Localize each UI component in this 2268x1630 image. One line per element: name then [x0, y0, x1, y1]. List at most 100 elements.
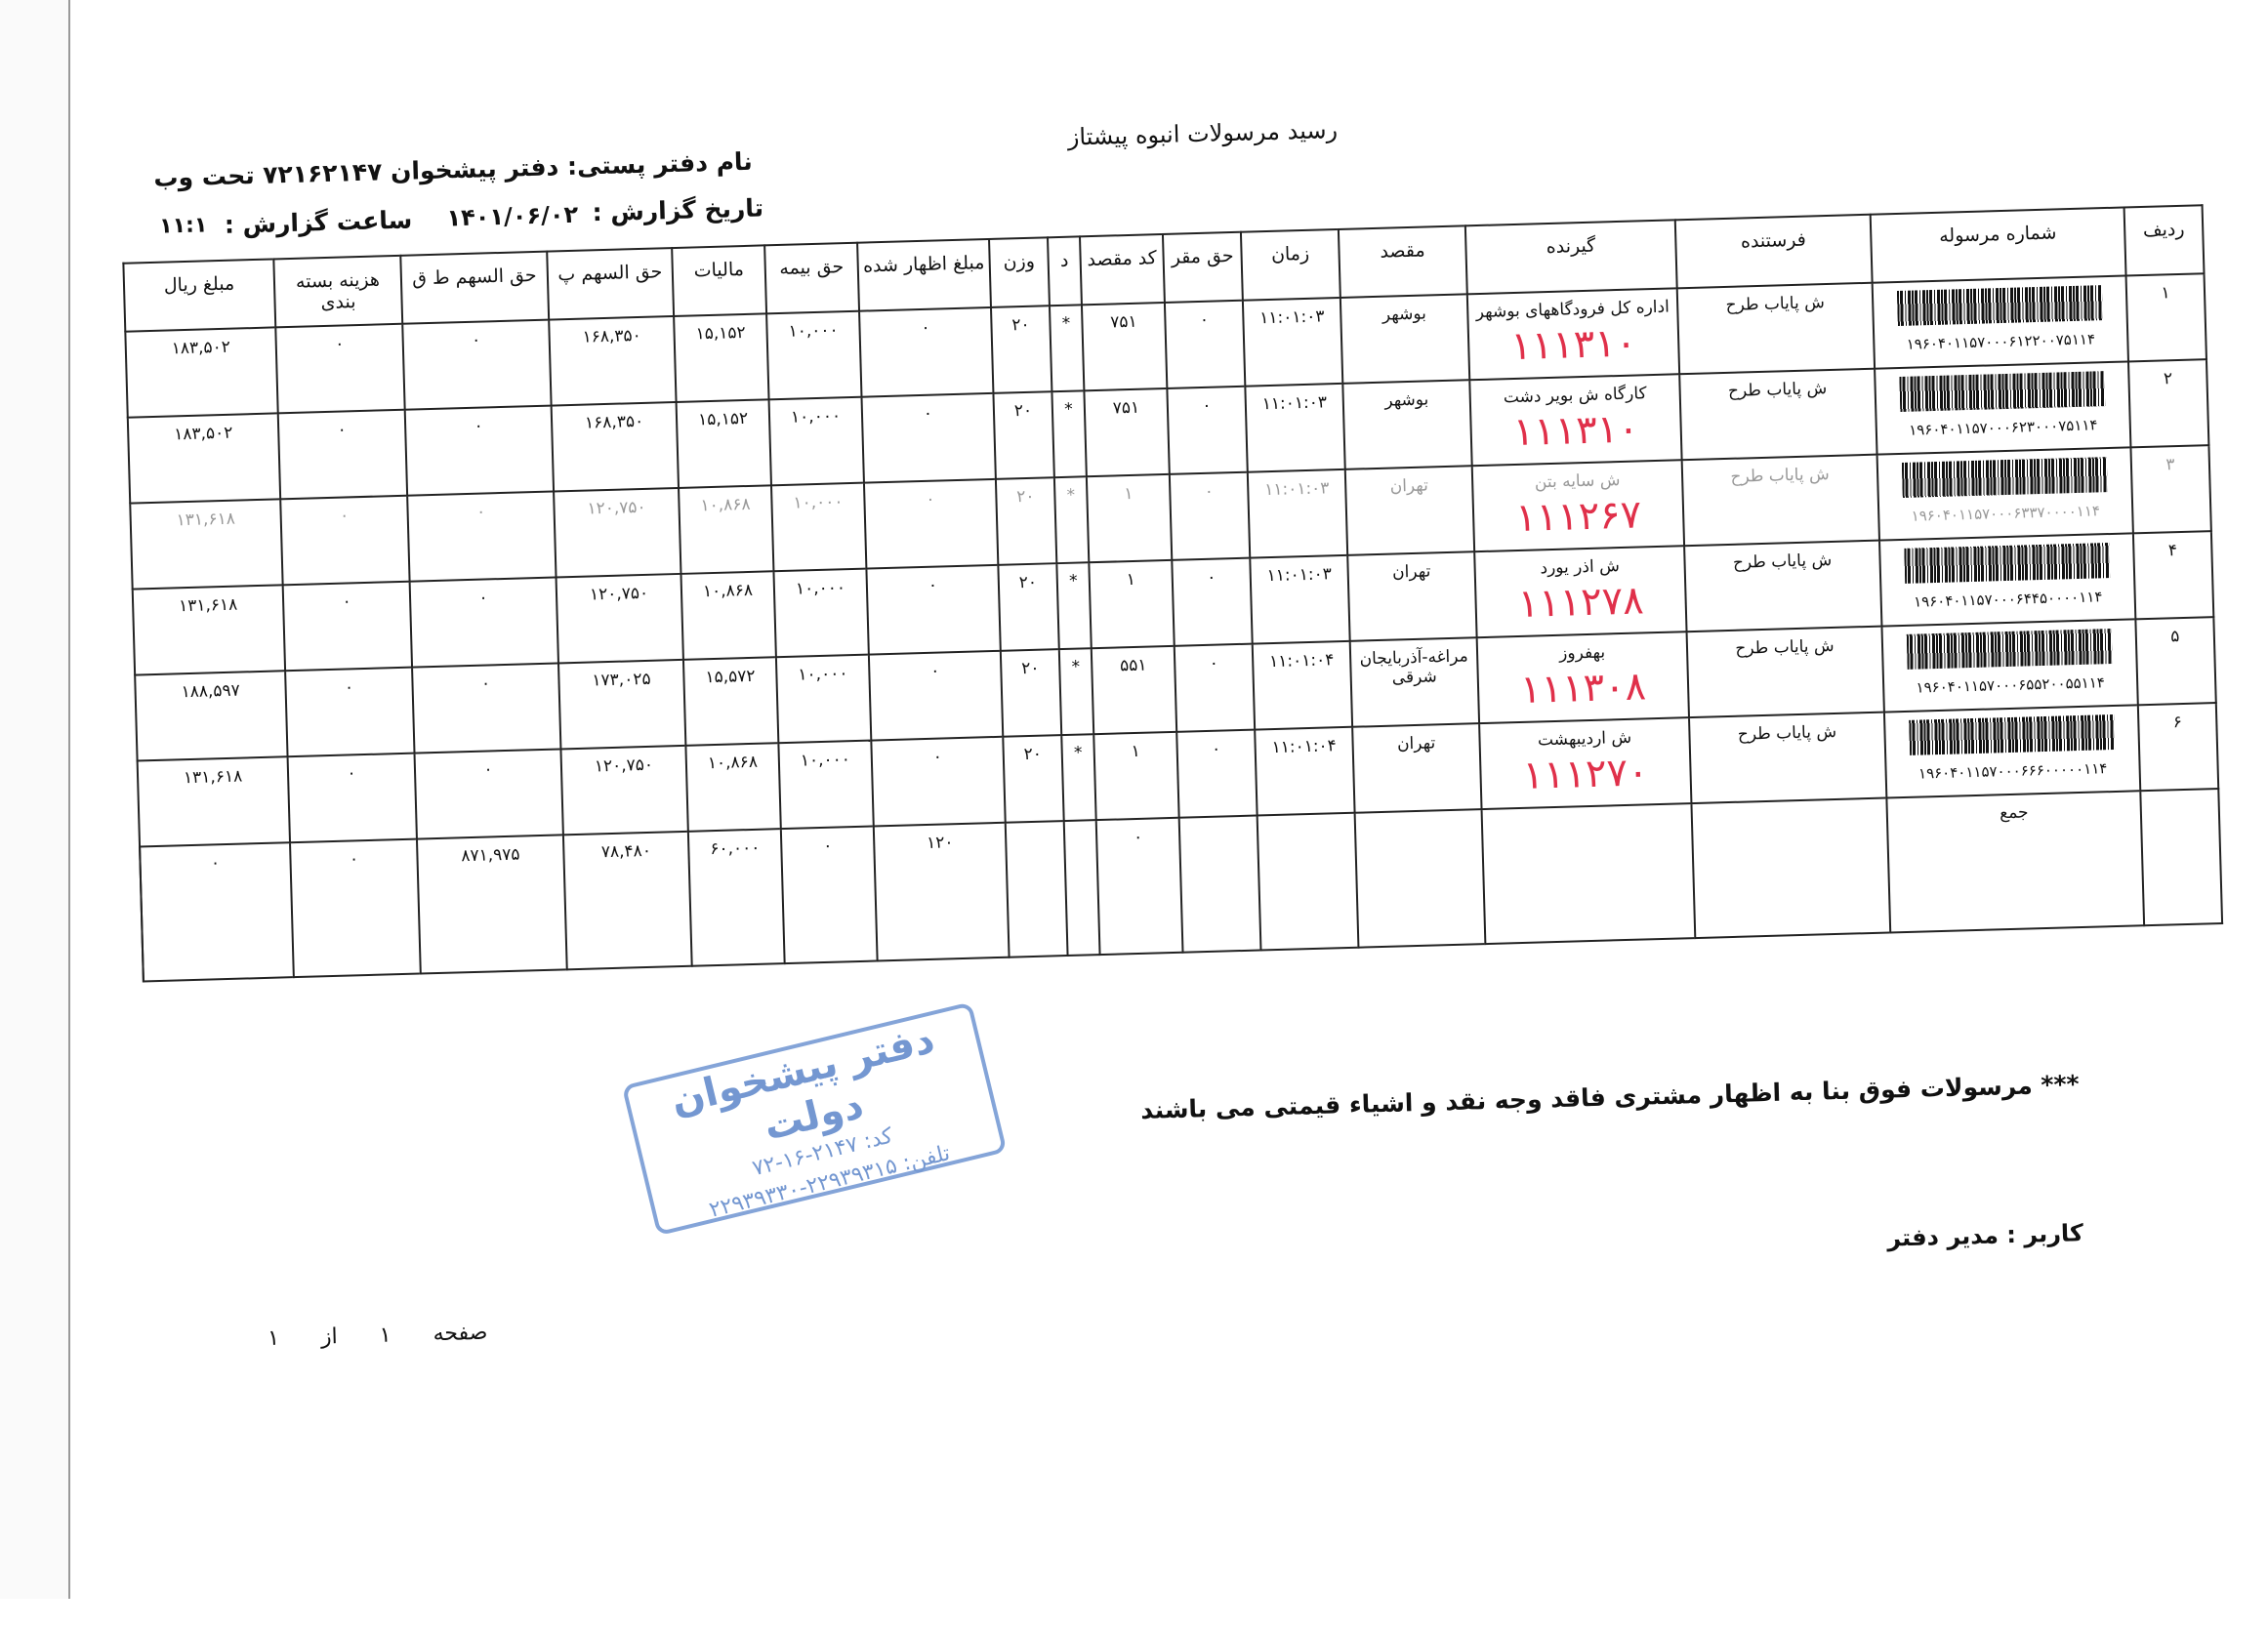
- cell-share-p: ۱۶۸,۳۵۰: [551, 401, 680, 492]
- cell-value: ۰: [471, 330, 481, 350]
- report-time-label: ساعت گزارش :: [224, 205, 413, 239]
- barcode-image: [1899, 371, 2106, 412]
- cell-share-tq: ۰: [402, 319, 552, 410]
- cell-value: ۱۰,۸۶۸: [702, 580, 754, 602]
- cell-dest-code: ۱: [1089, 559, 1175, 649]
- cell-value: ۱۱:۰۱:۰۳: [1266, 564, 1333, 587]
- shipments-table: ردیف شماره مرسوله فرستنده گیرنده مقصد زمان حق …: [122, 204, 2223, 982]
- column-header: مبلغ ریال: [123, 259, 276, 332]
- cell-value: ۱۳۱,۶۱۸: [176, 509, 236, 531]
- barcode-image: [1901, 457, 2108, 498]
- cell-share-p: ۱۲۰,۷۵۰: [554, 487, 681, 578]
- cell-share-p: ۱۷۳,۰۲۵: [557, 659, 686, 750]
- cell-value: *: [1071, 657, 1081, 677]
- cell-amount: ۱۳۱,۶۱۸: [132, 585, 286, 675]
- cell-value: ۱۵,۱۵۲: [697, 408, 749, 430]
- column-header: وزن: [989, 237, 1050, 307]
- cell-value: ۱۱:۰۱:۰۳: [1263, 478, 1330, 501]
- cell-value: ۰: [923, 403, 933, 424]
- receiver-cell: اداره کل فرودگاههای بوشهر ۱۱۱۳۱۰: [1466, 288, 1680, 381]
- page-current: ۱: [379, 1323, 392, 1348]
- tracking-number-cell: ۱۹۶۰۴۰۱۱۵۷۰۰۰۶۴۴۵۰۰۰۰۱۱۴: [1879, 533, 2136, 627]
- cell-declared: ۰: [866, 564, 1001, 655]
- tracking-number: ۱۹۶۰۴۰۱۱۵۷۰۰۰۶۳۳۷۰۰۰۰۱۱۴: [1911, 502, 2101, 525]
- cell-tax: ۱۰,۸۶۸: [685, 743, 781, 832]
- cell-value: ۱۸۳,۵۰۲: [171, 337, 231, 359]
- cell-declared: ۰: [871, 736, 1006, 827]
- cell-value: ۰: [1204, 481, 1215, 502]
- cell-share-tq: ۰: [414, 749, 563, 839]
- cell-amount: ۱۳۱,۶۱۸: [130, 499, 283, 590]
- cell-value: ۱۱:۰۱:۰۴: [1271, 736, 1338, 758]
- cell-dest: تهران: [1344, 466, 1475, 555]
- cell-value: ۰: [337, 420, 348, 440]
- cell-value: ۱: [1131, 741, 1141, 762]
- column-header: حق بیمه: [764, 242, 860, 314]
- receiver-cell: بهفروز ۱۱۱۳۰۸: [1476, 632, 1689, 724]
- cell-value: ۲۰: [1020, 658, 1040, 679]
- sender: ش پایاب طرح: [1684, 540, 1882, 632]
- tracking-number-cell: ۱۹۶۰۴۰۱۱۵۷۰۰۰۶۳۳۷۰۰۰۰۱۱۴: [1876, 447, 2133, 541]
- total-haq-maqar: ۰: [1095, 817, 1183, 956]
- cell-value: ۰: [1202, 395, 1212, 416]
- total-share-tq: ۰: [290, 838, 421, 978]
- cell-d: *: [1053, 476, 1090, 564]
- report-date-label: تاریخ گزارش :: [592, 193, 764, 227]
- total-empty: [2140, 789, 2223, 926]
- cell-tax: ۱۵,۱۵۲: [674, 313, 769, 402]
- cell-value: ۱۰,۸۶۸: [700, 494, 751, 516]
- cell-value: ۲۰: [1011, 314, 1030, 336]
- cell-value: ۱۳۱,۶۱۸: [178, 594, 238, 617]
- office-name: نام دفتر پستی: دفتر پیشخوان ۷۲۱۶۲۱۴۷ تحت…: [153, 147, 753, 192]
- barcode-image: [1909, 713, 2116, 755]
- cell-value: ۱: [1124, 483, 1134, 505]
- page-label: صفحه: [433, 1320, 488, 1347]
- cell-share-tq: ۰: [412, 663, 561, 754]
- cell-value: ۰: [478, 588, 488, 608]
- cell-value: ۱۵,۵۷۲: [705, 666, 756, 688]
- tracking-number-cell: ۱۹۶۰۴۰۱۱۵۷۰۰۰۶۵۵۲۰۰۵۵۱۱۴: [1881, 619, 2138, 713]
- cell-amount: ۱۸۸,۵۹۷: [135, 671, 288, 761]
- cell-value: مراغه-آذربایجان شرقی: [1359, 646, 1468, 688]
- cell-d: *: [1058, 648, 1094, 736]
- disclaimer-note: *** مرسولات فوق بنا به اظهار مشتری فاقد …: [1139, 1069, 2081, 1124]
- cell-packing: ۰: [285, 667, 415, 757]
- cell-weight: ۲۰: [990, 306, 1052, 393]
- cell-declared: ۰: [863, 478, 999, 569]
- row-number: ۱: [2125, 273, 2206, 362]
- barcode-image: [1904, 543, 2111, 584]
- cell-time: ۱۱:۰۱:۰۳: [1250, 554, 1350, 644]
- cell-share-p: ۱۲۰,۷۵۰: [560, 745, 688, 835]
- page-of: از: [320, 1324, 339, 1350]
- cell-value: ۷۵۱: [1109, 311, 1137, 333]
- cell-value: ۲۰: [1023, 744, 1043, 765]
- column-header: شماره مرسوله: [1870, 207, 2126, 283]
- cell-declared: ۰: [861, 392, 996, 483]
- cell-insurance: ۱۰,۰۰۰: [775, 654, 872, 744]
- cell-value: ۰: [932, 747, 943, 767]
- cell-value: ۱۰,۰۰۰: [795, 578, 846, 599]
- cell-value: *: [1061, 313, 1071, 334]
- barcode-image: [1896, 285, 2103, 327]
- cell-tax: ۱۰,۸۶۸: [680, 571, 776, 660]
- cell-weight: ۲۰: [995, 477, 1057, 565]
- cell-dest-code: ۷۵۱: [1081, 302, 1168, 391]
- total-share-p: ۸۷۱,۹۷۵: [416, 835, 567, 974]
- cell-d: *: [1049, 305, 1085, 392]
- cell-dest-code: ۷۵۱: [1084, 387, 1170, 477]
- cell-value: *: [1068, 571, 1078, 591]
- barcode-image: [1906, 629, 2113, 670]
- column-header: حق مقر: [1162, 231, 1243, 303]
- tracking-number: ۱۹۶۰۴۰۱۱۵۷۰۰۰۶۶۶۰۰۰۰۰۱۱۴: [1917, 759, 2108, 783]
- cell-dest: تهران: [1352, 723, 1482, 813]
- cell-packing: ۰: [287, 753, 417, 843]
- cell-time: ۱۱:۰۱:۰۳: [1245, 383, 1345, 472]
- cell-packing: ۰: [280, 495, 410, 586]
- cell-value: ۰: [474, 416, 484, 436]
- cell-value: ۰: [475, 502, 486, 522]
- row-number: ۵: [2135, 617, 2216, 706]
- sender: ش پایاب طرح: [1688, 712, 1887, 804]
- cell-dest: بوشهر: [1340, 294, 1470, 384]
- cell-value: ۰: [342, 591, 351, 612]
- cell-value: ۱۲۰,۷۵۰: [589, 583, 649, 605]
